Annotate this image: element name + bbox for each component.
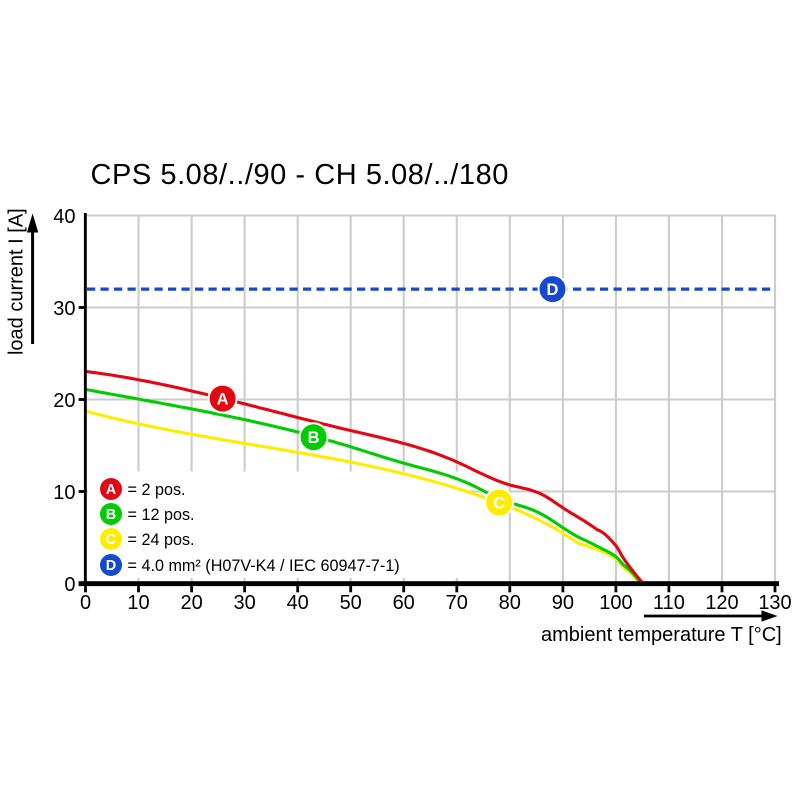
svg-text:A: A xyxy=(217,391,229,409)
svg-text:50: 50 xyxy=(340,592,362,614)
svg-text:B: B xyxy=(308,429,320,447)
svg-text:= 24 pos.: = 24 pos. xyxy=(128,531,195,549)
svg-text:D: D xyxy=(547,281,559,299)
svg-text:60: 60 xyxy=(393,592,415,614)
svg-text:0: 0 xyxy=(64,574,75,596)
svg-text:= 12 pos.: = 12 pos. xyxy=(128,506,195,524)
svg-text:CPS 5.08/../90 - CH 5.08/../18: CPS 5.08/../90 - CH 5.08/../180 xyxy=(91,159,509,191)
svg-text:70: 70 xyxy=(446,592,468,614)
svg-text:20: 20 xyxy=(180,592,202,614)
svg-text:10: 10 xyxy=(53,482,75,504)
svg-text:120: 120 xyxy=(705,592,738,614)
svg-text:D: D xyxy=(106,558,116,574)
svg-text:A: A xyxy=(106,482,117,498)
svg-text:= 4.0 mm² (H07V-K4 / IEC 60947: = 4.0 mm² (H07V-K4 / IEC 60947-7-1) xyxy=(128,557,400,575)
svg-text:130: 130 xyxy=(758,592,791,614)
svg-text:B: B xyxy=(106,507,116,523)
svg-text:10: 10 xyxy=(127,592,149,614)
svg-text:load current I [A]: load current I [A] xyxy=(6,208,28,355)
svg-text:0: 0 xyxy=(80,592,91,614)
svg-text:110: 110 xyxy=(653,592,685,614)
svg-text:= 2 pos.: = 2 pos. xyxy=(128,481,186,499)
svg-text:90: 90 xyxy=(552,592,574,614)
svg-text:80: 80 xyxy=(499,592,521,614)
svg-text:30: 30 xyxy=(53,298,75,320)
svg-text:C: C xyxy=(493,494,505,512)
svg-text:40: 40 xyxy=(53,206,75,228)
svg-text:100: 100 xyxy=(599,592,632,614)
svg-text:C: C xyxy=(106,532,117,548)
svg-text:40: 40 xyxy=(287,592,309,614)
svg-text:30: 30 xyxy=(233,592,255,614)
svg-text:20: 20 xyxy=(53,390,75,412)
svg-text:ambient temperature T [°C]: ambient temperature T [°C] xyxy=(541,624,782,646)
